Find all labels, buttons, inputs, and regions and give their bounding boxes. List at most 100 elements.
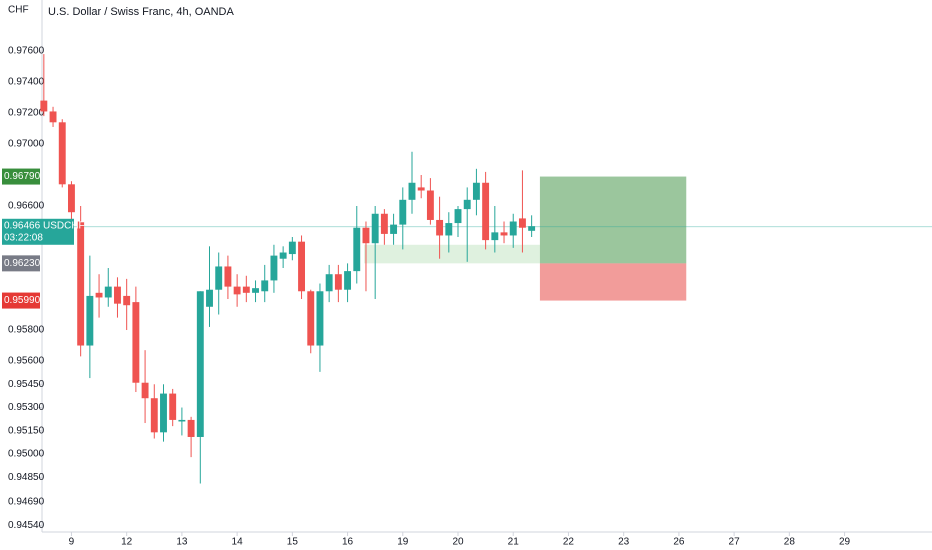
- candle-body: [114, 286, 121, 304]
- candle-body: [334, 274, 342, 290]
- countdown: 03:22:08: [4, 232, 43, 243]
- candle-body: [49, 111, 57, 123]
- x-tick-label: 12: [121, 537, 133, 548]
- candle-body: [261, 280, 269, 292]
- candle-body: [123, 295, 131, 306]
- candle-body: [436, 219, 444, 236]
- x-tick-label: 27: [729, 537, 741, 548]
- candle-body: [316, 291, 324, 346]
- x-tick-label: 20: [452, 537, 464, 548]
- candle-body: [518, 218, 526, 228]
- candle-body: [206, 289, 213, 307]
- candle-body: [288, 241, 296, 255]
- y-tick-label: 0.94540: [8, 520, 45, 531]
- x-tick-label: 13: [176, 537, 188, 548]
- y-tick-label: 0.97600: [8, 46, 45, 57]
- candle-body: [491, 232, 499, 241]
- candle-body: [215, 266, 223, 290]
- candle-body: [371, 213, 379, 244]
- x-tick-label: 14: [232, 537, 244, 548]
- x-tick-label: 16: [342, 537, 354, 548]
- stop-box: [2, 292, 40, 309]
- candle-body: [482, 182, 490, 241]
- y-tick-label: 0.97200: [8, 108, 45, 119]
- y-unit: CHF: [8, 5, 29, 16]
- candle-body: [187, 419, 195, 437]
- y-tick-label: 0.96600: [8, 201, 45, 212]
- candle-body: [95, 292, 103, 298]
- candle-body: [40, 100, 48, 112]
- candle-body: [58, 122, 66, 185]
- candle-body: [390, 224, 398, 234]
- candle-body: [445, 223, 453, 236]
- candle-body: [104, 286, 112, 298]
- candle-body: [252, 288, 259, 293]
- candle-body: [307, 291, 315, 346]
- x-tick-label: 29: [839, 537, 851, 548]
- candle-body: [325, 274, 333, 292]
- y-tick-label: 0.97400: [8, 77, 45, 88]
- y-tick-label: 0.95150: [8, 425, 45, 436]
- candle-body: [242, 286, 250, 293]
- y-tick-label: 0.95800: [8, 325, 45, 336]
- x-tick-label: 23: [618, 537, 630, 548]
- candle-body: [380, 213, 388, 234]
- candle-body: [417, 187, 425, 191]
- y-tick-label: 0.95000: [8, 449, 45, 460]
- candle-body: [408, 182, 416, 200]
- entry-box: [2, 255, 40, 272]
- y-tick-label: 0.97000: [8, 139, 45, 150]
- candle-body: [399, 199, 407, 225]
- candle-body: [500, 232, 508, 236]
- x-tick-label: 15: [287, 537, 299, 548]
- stop-label: 0.95990: [4, 295, 41, 306]
- candle-body: [362, 227, 370, 244]
- last-price-label: 0.96466: [4, 220, 41, 231]
- y-tick-label: 0.94850: [8, 472, 45, 483]
- x-tick-label: 19: [397, 537, 409, 548]
- x-tick-label: 22: [563, 537, 575, 548]
- candle-body: [528, 226, 536, 231]
- x-tick-label: 26: [673, 537, 685, 548]
- candle-body: [298, 241, 305, 292]
- candle-body: [178, 419, 186, 422]
- candle-body: [279, 252, 287, 259]
- x-tick-label: 9: [69, 537, 75, 548]
- candle-body: [224, 266, 232, 287]
- target-area: [539, 176, 687, 264]
- chart-title: U.S. Dollar / Swiss Franc, 4h, OANDA: [48, 6, 234, 18]
- candle-body: [472, 182, 480, 200]
- candle-body: [196, 291, 204, 437]
- target-box: [2, 168, 40, 185]
- candle-body: [233, 286, 241, 295]
- target-label: 0.96790: [4, 171, 41, 182]
- stop-area: [539, 263, 687, 301]
- x-tick-label: 28: [784, 537, 796, 548]
- candle-body: [132, 302, 140, 383]
- last-price-symbol: USDCHF: [43, 220, 85, 231]
- candle-body: [344, 271, 352, 290]
- candle-body: [86, 295, 94, 346]
- candle-body: [463, 199, 471, 210]
- candle-body: [454, 209, 462, 224]
- x-tick-label: 21: [508, 537, 520, 548]
- candle-body: [150, 398, 158, 433]
- y-tick-label: 0.95450: [8, 379, 45, 390]
- candle-body: [68, 184, 75, 213]
- candle-body: [509, 221, 517, 236]
- candle-body: [141, 382, 149, 399]
- candle-body: [353, 227, 361, 272]
- candle-body: [169, 393, 177, 420]
- y-tick-label: 0.95600: [8, 356, 45, 367]
- candle-body: [270, 255, 278, 281]
- y-tick-label: 0.95300: [8, 402, 45, 413]
- candle-body: [426, 190, 434, 220]
- y-tick-label: 0.94690: [8, 497, 45, 508]
- candle-body: [160, 393, 167, 433]
- candle-body: [77, 221, 85, 346]
- entry-zone: [364, 244, 540, 264]
- last-price-box: [2, 218, 74, 245]
- entry-label: 0.96230: [4, 258, 41, 269]
